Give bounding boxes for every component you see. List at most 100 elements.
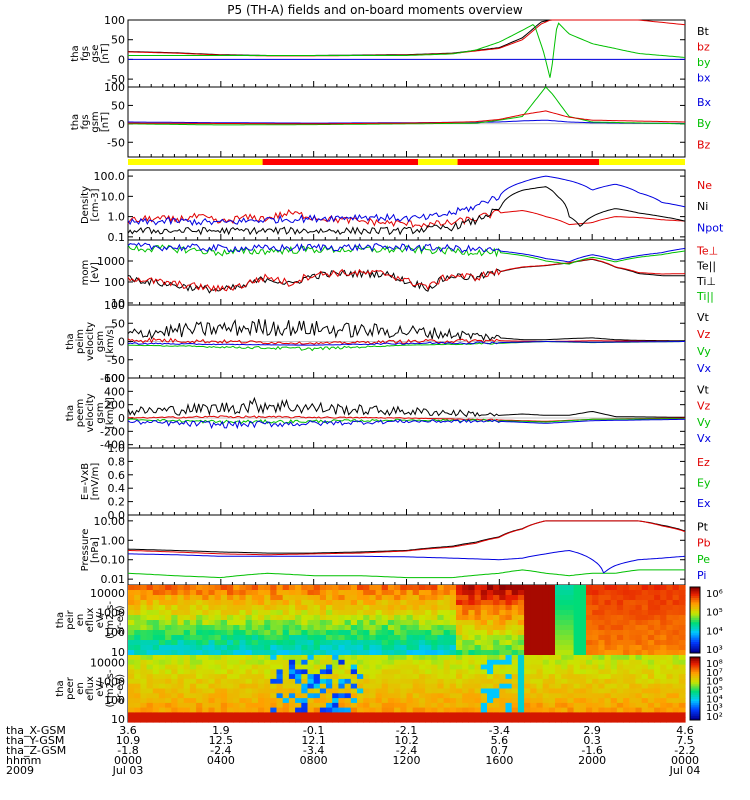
peir-spec-cell	[641, 590, 649, 596]
y-tick-label: 50	[111, 317, 125, 330]
peer-spec-cell	[480, 707, 488, 713]
peer-spec-cell	[524, 669, 531, 675]
peir-spec-cell	[307, 610, 315, 616]
peir-spec-cell	[276, 605, 284, 611]
peir-spec-cell	[480, 615, 488, 621]
y-tick-label: 0.8	[108, 455, 126, 468]
peir-spec-cell	[134, 625, 141, 631]
peir-spec-cell	[146, 620, 154, 626]
peer-spec-cell	[319, 698, 327, 704]
peer-spec-cell	[245, 678, 253, 685]
peir-spec-cell	[357, 600, 364, 606]
peir-spec-cell	[592, 630, 599, 636]
peer-spec-cell	[239, 712, 247, 718]
peir-spec-cell	[456, 640, 463, 646]
peer-spec-cell	[338, 717, 346, 723]
peir-spec-cell	[610, 605, 618, 611]
peer-spec-cell	[536, 683, 544, 690]
peir-spec-cell	[387, 595, 395, 601]
peer-spec-cell	[251, 693, 259, 699]
peir-spec-cell	[245, 645, 253, 651]
peer-spec-cell	[264, 693, 271, 699]
peir-spec-cell	[357, 610, 364, 616]
peir-spec-cell	[251, 640, 259, 646]
peer-spec-cell	[474, 683, 482, 690]
y-tick-label: 0	[118, 336, 125, 349]
peir-spec-cell	[357, 650, 364, 656]
peer-spec-cell	[456, 669, 463, 675]
peer-spec-cell	[505, 698, 513, 704]
peer-spec-cell	[375, 655, 383, 661]
peer-spec-cell	[326, 688, 333, 694]
peir-spec-cell	[344, 650, 352, 656]
peer-spec-cell	[338, 669, 346, 675]
peir-spec-cell	[381, 600, 389, 606]
peir-spec-cell	[579, 625, 587, 631]
peer-spec-cell	[214, 664, 222, 670]
peer-spec-cell	[239, 707, 247, 713]
peer-spec-cell	[567, 702, 575, 709]
peer-spec-cell	[165, 664, 172, 670]
peer-spec-cell	[171, 683, 179, 690]
peer-spec-cell	[177, 664, 185, 670]
peir-spec-cell	[276, 645, 284, 651]
peir-spec-cell	[542, 625, 550, 631]
peer-spec-cell	[579, 683, 587, 690]
peir-spec-cell	[183, 585, 191, 591]
peir-spec-cell	[623, 630, 630, 636]
peer-spec-cell	[505, 664, 513, 670]
peir-spec-cell	[567, 650, 575, 656]
colorbar-cell	[690, 593, 700, 597]
peir-spec-cell	[400, 640, 408, 646]
peer-spec-cell	[406, 702, 414, 709]
peer-spec-cell	[326, 655, 333, 661]
peer-spec-cell	[647, 664, 655, 670]
peer-spec-cell	[171, 678, 179, 685]
peir-spec-cell	[579, 615, 587, 621]
peir-spec-cell	[202, 620, 210, 626]
y-axis-label: [cm-3]	[90, 188, 101, 221]
peer-spec-cell	[635, 669, 643, 675]
peir-spec-cell	[449, 610, 457, 616]
peer-spec-cell	[666, 659, 674, 666]
peir-spec-cell	[357, 590, 364, 596]
peer-spec-cell	[517, 678, 525, 685]
peir-spec-cell	[598, 645, 606, 651]
peer-spec-cell	[672, 678, 680, 685]
peir-spec-cell	[635, 595, 643, 601]
peir-spec-cell	[623, 625, 630, 631]
peir-spec-cell	[579, 610, 587, 616]
peir-spec-cell	[425, 625, 432, 631]
peer-spec-cell	[524, 678, 531, 685]
peer-spec-cell	[573, 678, 581, 685]
peir-spec-cell	[146, 635, 154, 641]
peir-spec-cell	[319, 585, 327, 591]
peir-spec-cell	[338, 625, 346, 631]
peer-spec-cell	[326, 669, 333, 675]
peer-spec-cell	[363, 693, 370, 699]
peer-spec-cell	[437, 655, 445, 661]
peir-spec-cell	[647, 645, 655, 651]
peir-spec-cell	[530, 585, 538, 591]
peer-spec-cell	[678, 698, 686, 704]
peir-spec-cell	[456, 600, 463, 606]
peir-spec-cell	[567, 630, 575, 636]
peer-spec-cell	[146, 683, 154, 690]
peir-spec-cell	[295, 635, 302, 641]
peir-spec-cell	[530, 650, 538, 656]
peir-spec-cell	[517, 600, 525, 606]
peir-spec-cell	[592, 650, 599, 656]
peir-spec-cell	[208, 650, 216, 656]
peir-spec-cell	[530, 605, 538, 611]
y-axis-label: eflux	[85, 608, 96, 633]
peir-spec-cell	[152, 630, 160, 636]
time-axis-value: 0000	[671, 754, 699, 767]
peer-spec-cell	[313, 702, 321, 709]
peer-spec-cell	[406, 712, 414, 718]
peir-spec-cell	[425, 595, 432, 601]
peir-spec-cell	[357, 645, 364, 651]
peer-spec-cell	[245, 655, 253, 661]
peir-spec-cell	[189, 635, 197, 641]
peer-spec-cell	[344, 678, 352, 685]
colorbar-cell	[690, 684, 700, 687]
